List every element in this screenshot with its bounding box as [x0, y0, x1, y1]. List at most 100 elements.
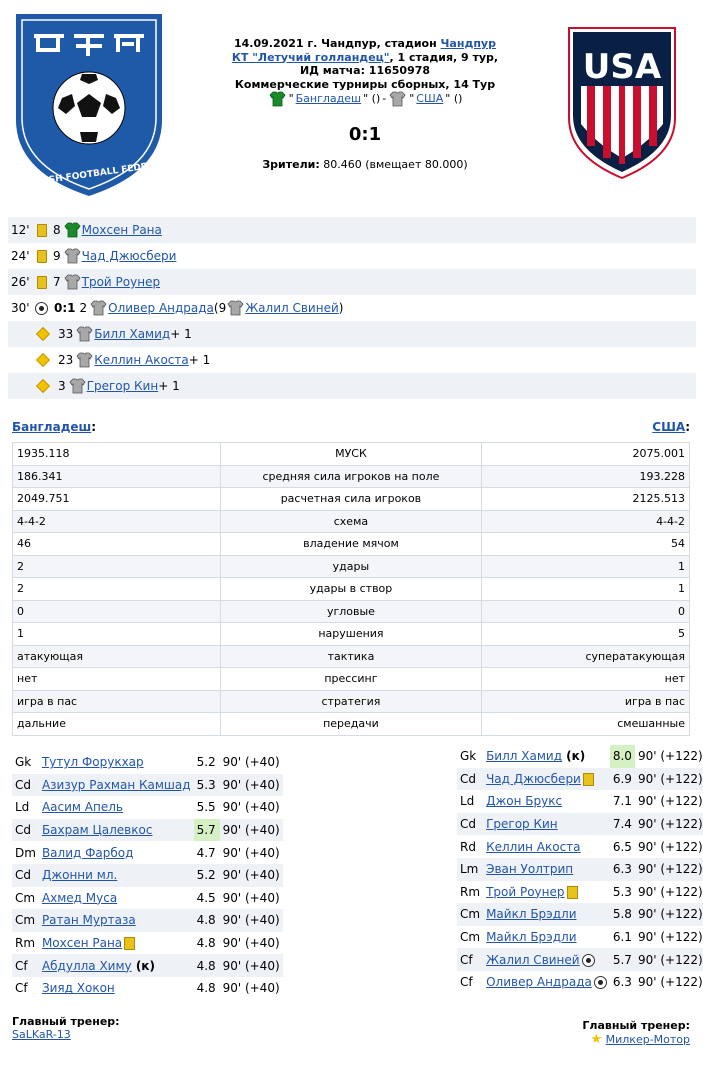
ball-icon: [35, 301, 48, 315]
event-player-link[interactable]: Чад Джюсбери: [81, 249, 177, 263]
lineup-row: Gk Билл Хамид (к) 8.0 90' (+122): [457, 745, 703, 768]
lineup-row: Ld Джон Брукс 7.1 90' (+122): [457, 790, 703, 813]
player-time: 90' (+40): [222, 800, 280, 815]
player-cell: Абдулла Химу (к): [39, 954, 194, 977]
player-link[interactable]: Ратан Муртаза: [41, 913, 136, 928]
away-shirt-icon: [90, 300, 107, 316]
event-row: 12' 8 Мохсен Рана: [8, 217, 696, 243]
event-player-link[interactable]: Мохсен Рана: [81, 223, 162, 237]
player-link[interactable]: Джон Брукс: [486, 794, 563, 809]
stat-away-value: игра в пас: [481, 689, 690, 713]
away-lineup-table: Gk Билл Хамид (к) 8.0 90' (+122) Cd Чад Джюсб…: [457, 745, 703, 994]
player-time: 90' (+40): [222, 958, 280, 973]
away-shirt-icon: [69, 378, 86, 394]
home-team-logo[interactable]: BANGLADESH FOOTBALL FEDERATION: [0, 12, 185, 198]
player-link[interactable]: Зияд Хокон: [41, 981, 115, 996]
player-link[interactable]: Джонни мл.: [41, 868, 118, 883]
assist-player-link[interactable]: Жалил Свиней: [245, 301, 339, 315]
player-link[interactable]: Эван Уолтрип: [486, 862, 574, 877]
player-link[interactable]: Бахрам Цалевкос: [41, 823, 153, 838]
player-link[interactable]: Оливер Андрада: [486, 975, 592, 990]
home-team-name-link[interactable]: Бангладеш: [12, 420, 92, 434]
lineup-row: Rd Келлин Акоста 6.5 90' (+122): [457, 835, 703, 858]
player-link[interactable]: Чад Джюсбери: [486, 771, 581, 786]
player-position: Cf: [460, 975, 473, 990]
home-team-link[interactable]: Бангладеш: [295, 92, 362, 106]
stats-row: 2 удары в створ 1: [12, 577, 690, 601]
stats-row: 46 владение мячом 54: [12, 532, 690, 556]
player-position: Cd: [460, 771, 476, 786]
stat-label: стратегия: [219, 689, 483, 713]
player-time: 90' (+122): [637, 907, 703, 922]
player-rating: 5.2: [196, 868, 216, 883]
ball-icon: [593, 976, 607, 990]
player-cell: Оливер Андрада: [483, 971, 610, 994]
lineup-row: Gk Тутул Форукхар 5.2 90' (+40): [12, 751, 283, 774]
tournament-link[interactable]: КТ "Летучий голландец": [231, 50, 390, 64]
player-rating: 6.3: [612, 975, 632, 990]
away-coach-link[interactable]: Милкер-Мотор: [605, 1033, 690, 1046]
player-link[interactable]: Майкл Брэдли: [486, 930, 577, 945]
player-time: 90' (+40): [222, 823, 280, 838]
player-link[interactable]: Аасим Апель: [41, 800, 123, 815]
event-player-link[interactable]: Трой Роунер: [81, 275, 161, 289]
player-cell: Грегор Кин: [483, 813, 610, 836]
player-position: Cm: [15, 890, 36, 905]
away-shirt-icon: [227, 300, 244, 316]
player-time: 90' (+40): [222, 981, 280, 996]
player-position: Cm: [15, 913, 36, 928]
captain-mark: (к): [131, 958, 155, 973]
player-cell: Ахмед Муса: [39, 887, 194, 910]
player-link[interactable]: Абдулла Химу: [41, 958, 132, 973]
player-rating: 7.4: [612, 817, 632, 832]
player-link[interactable]: Жалил Свиней: [486, 952, 580, 967]
event-row: 24' 9 Чад Джюсбери: [8, 243, 696, 269]
attendance: Зрители: 80.460 (вмещает 80.000): [262, 158, 468, 171]
player-time: 90' (+40): [222, 936, 280, 951]
goal-scorer-link[interactable]: Оливер Андрада: [108, 301, 214, 315]
player-cell: Бахрам Цалевкос: [39, 819, 194, 842]
away-logo-text: USA: [583, 47, 662, 87]
stats-row: нет прессинг нет: [12, 667, 690, 691]
stat-label: владение мячом: [219, 532, 483, 556]
player-time: 90' (+40): [222, 755, 280, 770]
player-link[interactable]: Грегор Кин: [486, 817, 558, 832]
stat-home-value: нет: [12, 667, 221, 691]
player-link[interactable]: Билл Хамид: [486, 749, 562, 764]
stat-away-value: смешанные: [481, 712, 690, 736]
player-cell: Трой Роунер: [483, 881, 610, 904]
sub-player-link[interactable]: Билл Хамид: [94, 327, 171, 341]
player-cell: Чад Джюсбери: [483, 768, 610, 791]
player-link[interactable]: Тутул Форукхар: [41, 755, 144, 770]
yellow-card-icon: [566, 885, 578, 899]
stats-row: 2 удары 1: [12, 554, 690, 578]
away-team-name-link[interactable]: США: [652, 420, 686, 434]
player-link[interactable]: Келлин Акоста: [486, 839, 581, 854]
lineup-row: Cm Майкл Брэдли 5.8 90' (+122): [457, 903, 703, 926]
stadium-link[interactable]: Чандпур: [440, 37, 496, 50]
player-rating: 5.5: [196, 800, 216, 815]
player-link[interactable]: Трой Роунер: [486, 884, 565, 899]
stats-row: игра в пас стратегия игра в пас: [12, 689, 690, 713]
away-team-link[interactable]: США: [416, 92, 444, 106]
player-position: Dm: [15, 845, 36, 860]
sub-player-link[interactable]: Келлин Акоста: [94, 353, 189, 367]
player-cell: Валид Фарбод: [39, 841, 194, 864]
player-rating: 4.7: [196, 845, 216, 860]
player-link[interactable]: Азизур Рахман Камшад: [41, 777, 191, 792]
sub-player-link[interactable]: Грегор Кин: [86, 379, 159, 393]
stat-home-value: 2: [12, 554, 221, 578]
player-link[interactable]: Ахмед Муса: [41, 890, 118, 905]
player-cell: Зияд Хокон: [39, 977, 194, 1000]
stat-away-value: суператакующая: [481, 644, 690, 668]
player-link[interactable]: Валид Фарбод: [41, 845, 134, 860]
away-team-logo[interactable]: USA: [567, 26, 677, 180]
match-id: ИД матча: 11650978: [299, 64, 431, 77]
player-rating: 4.5: [196, 890, 216, 905]
player-link[interactable]: Майкл Брэдли: [486, 907, 577, 922]
home-coach-link[interactable]: SaLKaR-13: [12, 1028, 71, 1041]
match-events: 12' 8 Мохсен Рана 24' 9 Чад Джюсбери 26'…: [8, 217, 696, 399]
player-link[interactable]: Мохсен Рана: [41, 936, 123, 951]
lineup-row: Cf Зияд Хокон 4.8 90' (+40): [12, 976, 283, 1000]
player-rating: 6.1: [612, 930, 632, 945]
